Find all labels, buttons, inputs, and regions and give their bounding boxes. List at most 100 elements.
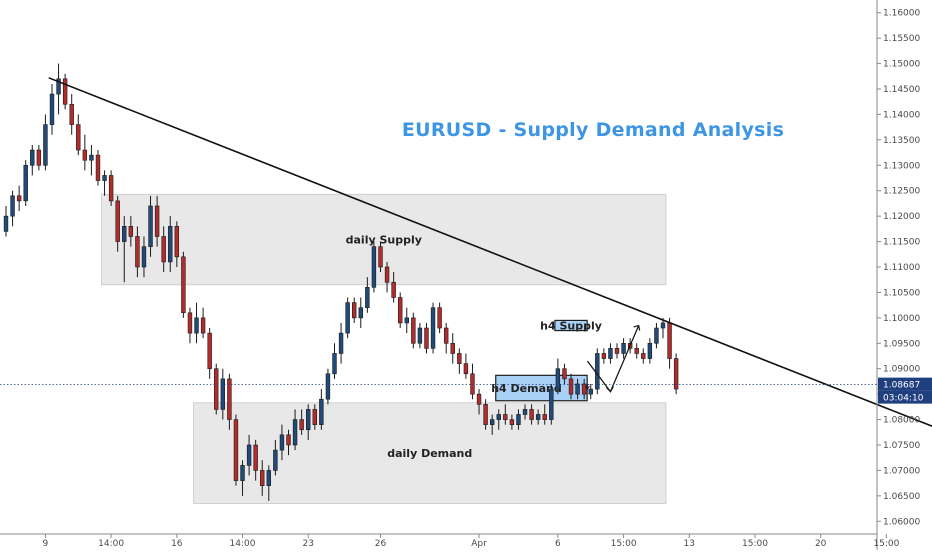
candle-body xyxy=(391,281,396,298)
candle-body xyxy=(154,205,160,237)
candle-body xyxy=(345,302,350,334)
candle xyxy=(220,368,226,420)
candle-body xyxy=(3,215,9,232)
candle-body xyxy=(135,236,140,268)
candle-body xyxy=(332,353,337,375)
candle xyxy=(161,226,166,273)
candle xyxy=(325,368,331,405)
x-tick-label: 6 xyxy=(555,539,561,549)
candle xyxy=(240,460,245,496)
candle-body xyxy=(654,327,659,344)
y-tick-label: 1.12000 xyxy=(883,212,920,222)
y-tick-label: 1.09500 xyxy=(883,339,920,349)
y-tick-label: 1.09000 xyxy=(883,365,920,375)
candle xyxy=(391,272,396,303)
candle-body xyxy=(549,388,554,420)
current-price-label: 1.08687 xyxy=(883,381,920,391)
candle-body xyxy=(660,322,666,329)
candle xyxy=(437,302,442,334)
candle xyxy=(187,307,193,344)
candle-body xyxy=(634,348,639,354)
candle-body xyxy=(608,348,613,359)
chart-title: EURUSD - Supply Demand Analysis xyxy=(402,119,784,141)
candle-body xyxy=(325,373,331,400)
candle xyxy=(358,297,363,329)
x-tick-label: 26 xyxy=(375,539,387,549)
candle xyxy=(10,190,15,227)
candle xyxy=(404,307,409,334)
candle xyxy=(279,424,285,461)
y-tick-label: 1.06000 xyxy=(883,517,920,527)
candle xyxy=(43,114,48,171)
candle xyxy=(168,216,173,273)
candle xyxy=(49,83,55,135)
candle-body xyxy=(279,434,285,451)
candle-body xyxy=(227,378,232,420)
candle-body xyxy=(647,342,653,359)
candle-body xyxy=(352,302,357,319)
trendline xyxy=(48,77,932,428)
candle xyxy=(595,348,600,395)
candle-body xyxy=(424,327,429,349)
y-tick-label: 1.07000 xyxy=(883,466,920,476)
candle-body xyxy=(450,342,455,354)
x-tick-label: Apr xyxy=(471,539,487,549)
zone-daily-demand xyxy=(193,402,667,504)
candle-body xyxy=(365,287,370,308)
x-tick-label: 14:00 xyxy=(230,539,256,549)
candle xyxy=(371,241,377,293)
candle xyxy=(476,389,482,415)
candle-body xyxy=(516,414,521,425)
candle xyxy=(430,302,436,354)
candle-body xyxy=(108,175,114,202)
candle xyxy=(516,409,521,430)
candle xyxy=(181,251,186,318)
candle xyxy=(306,404,311,440)
candle-body xyxy=(319,398,324,425)
candle-body xyxy=(535,414,541,420)
y-tick-label: 1.13000 xyxy=(883,161,920,171)
candle-body xyxy=(62,78,68,105)
candle-body xyxy=(10,195,15,217)
candle xyxy=(601,348,607,364)
candle-body xyxy=(266,470,271,486)
y-tick-label: 1.06500 xyxy=(883,492,920,502)
candle-body xyxy=(207,332,212,370)
candle xyxy=(647,338,653,364)
candle xyxy=(470,363,475,400)
candle xyxy=(260,460,265,496)
candle-body xyxy=(36,149,42,166)
candle xyxy=(608,343,613,364)
candle xyxy=(365,277,370,313)
candle-body xyxy=(194,317,199,334)
candle xyxy=(338,322,344,364)
candle xyxy=(588,383,593,400)
candle xyxy=(3,205,9,237)
candle xyxy=(555,358,561,395)
candle-body xyxy=(260,470,265,486)
candle xyxy=(102,170,107,196)
candle-body xyxy=(595,353,600,390)
zone-h4-supply xyxy=(554,319,588,332)
candle xyxy=(56,63,61,115)
candle-body xyxy=(457,353,462,364)
candle-body xyxy=(82,149,88,161)
candle-body xyxy=(378,246,383,268)
candle-body xyxy=(56,78,61,95)
candle-body xyxy=(214,368,219,410)
x-tick-label: 14:00 xyxy=(98,539,124,549)
zone-label-daily-demand: daily Demand xyxy=(387,447,472,460)
candle-body xyxy=(568,378,574,395)
candle-body xyxy=(292,419,298,446)
candle xyxy=(332,343,337,379)
y-tick-label: 1.07500 xyxy=(883,441,920,451)
candle-body xyxy=(23,164,28,202)
candle xyxy=(233,414,239,486)
candle-body xyxy=(397,297,403,324)
candle xyxy=(417,322,423,349)
candle xyxy=(207,328,212,379)
y-tick-label: 1.11000 xyxy=(883,263,920,273)
candle xyxy=(30,144,35,176)
